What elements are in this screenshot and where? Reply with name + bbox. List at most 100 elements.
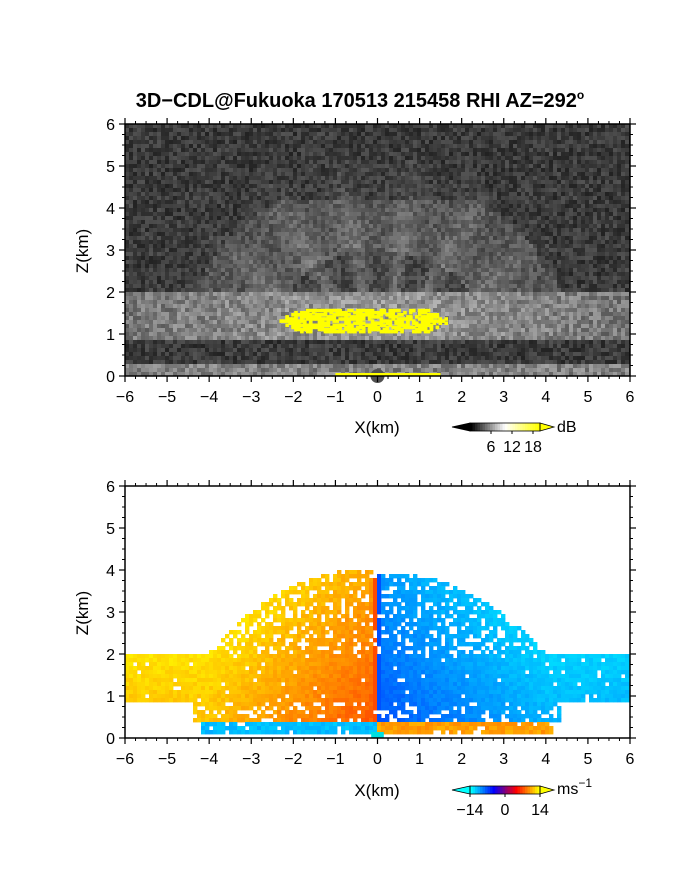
reflectivity-cell xyxy=(349,264,354,269)
reflectivity-cell xyxy=(133,172,138,177)
reflectivity-cell xyxy=(465,212,474,217)
reflectivity-cell xyxy=(489,256,494,261)
reflectivity-cell xyxy=(241,264,246,269)
reflectivity-cell xyxy=(357,216,362,221)
reflectivity-cell xyxy=(221,180,226,185)
reflectivity-cell xyxy=(565,260,570,265)
reflectivity-cell xyxy=(549,248,554,253)
reflectivity-cell xyxy=(217,168,222,173)
reflectivity-cell xyxy=(421,268,426,273)
reflectivity-cell xyxy=(609,196,614,201)
reflectivity-cell xyxy=(241,216,246,221)
reflectivity-cell xyxy=(249,232,254,237)
reflectivity-cell xyxy=(249,176,254,181)
reflectivity-cell xyxy=(185,128,190,133)
reflectivity-cell xyxy=(541,268,546,273)
reflectivity-cell xyxy=(569,240,574,245)
reflectivity-cell xyxy=(273,128,278,133)
reflectivity-cell xyxy=(265,192,270,197)
reflectivity-cell xyxy=(321,236,326,241)
reflectivity-cell xyxy=(149,236,154,241)
reflectivity-cell xyxy=(217,152,222,157)
reflectivity-cell xyxy=(305,240,310,245)
reflectivity-cell xyxy=(309,224,314,229)
reflectivity-cell xyxy=(501,264,506,269)
reflectivity-cell xyxy=(353,240,358,245)
reflectivity-cell xyxy=(285,196,290,201)
reflectivity-cell xyxy=(205,212,210,217)
reflectivity-cell xyxy=(333,212,338,217)
reflectivity-cell xyxy=(261,200,266,205)
reflectivity-cell xyxy=(229,156,234,161)
reflectivity-cell xyxy=(461,260,466,265)
reflectivity-cell xyxy=(389,168,394,173)
reflectivity-cell xyxy=(357,176,362,181)
reflectivity-cell xyxy=(553,124,558,129)
reflectivity-cell xyxy=(625,276,630,281)
reflectivity-cell xyxy=(541,172,546,177)
reflectivity-cell xyxy=(389,156,394,161)
reflectivity-cell xyxy=(277,228,282,233)
reflectivity-cell xyxy=(165,272,170,277)
reflectivity-cell xyxy=(173,204,178,209)
reflectivity-cell xyxy=(617,216,622,221)
reflectivity-cell xyxy=(325,220,330,225)
reflectivity-cell xyxy=(297,236,302,241)
reflectivity-cell xyxy=(341,196,346,201)
reflectivity-cell xyxy=(273,256,278,261)
reflectivity-cell xyxy=(605,248,610,253)
reflectivity-cell xyxy=(617,136,622,141)
reflectivity-cell xyxy=(597,272,602,277)
reflectivity-cell xyxy=(145,248,150,253)
reflectivity-cell xyxy=(617,156,622,161)
reflectivity-cell xyxy=(145,196,150,201)
reflectivity-cell xyxy=(413,208,418,213)
reflectivity-cell xyxy=(165,200,174,205)
reflectivity-cell xyxy=(377,132,382,137)
reflectivity-cell xyxy=(353,252,358,257)
reflectivity-cell xyxy=(553,232,558,237)
reflectivity-cell xyxy=(521,248,526,253)
reflectivity-cell xyxy=(405,196,410,201)
reflectivity-cell xyxy=(457,256,462,261)
reflectivity-cell xyxy=(429,260,434,265)
reflectivity-cell xyxy=(401,252,406,257)
reflectivity-cell xyxy=(181,240,186,245)
reflectivity-cell xyxy=(561,228,566,233)
reflectivity-cell xyxy=(197,172,202,177)
reflectivity-cell xyxy=(617,276,622,281)
reflectivity-cell xyxy=(377,172,382,177)
reflectivity-cell xyxy=(453,196,458,201)
reflectivity-cell xyxy=(309,260,314,265)
reflectivity-cell xyxy=(397,164,402,169)
reflectivity-cell xyxy=(145,272,150,277)
reflectivity-cell xyxy=(293,136,298,141)
reflectivity-cell xyxy=(305,192,310,197)
reflectivity-cell xyxy=(441,244,446,249)
reflectivity-cell xyxy=(449,272,454,277)
reflectivity-cell xyxy=(361,132,366,137)
reflectivity-cell xyxy=(457,212,462,217)
reflectivity-cell xyxy=(421,192,426,197)
reflectivity-cell xyxy=(293,124,298,129)
reflectivity-cell xyxy=(281,204,286,209)
reflectivity-cell xyxy=(365,252,370,257)
reflectivity-cell xyxy=(445,176,450,181)
reflectivity-cell xyxy=(537,148,542,153)
reflectivity-cell xyxy=(133,160,138,165)
reflectivity-cell xyxy=(173,268,178,273)
reflectivity-cell xyxy=(305,236,310,241)
reflectivity-cell xyxy=(529,148,534,153)
reflectivity-cell xyxy=(593,208,598,213)
reflectivity-cell xyxy=(625,240,630,245)
reflectivity-cell xyxy=(597,252,602,257)
reflectivity-cell xyxy=(189,132,194,137)
reflectivity-cell xyxy=(593,156,598,161)
reflectivity-cell xyxy=(513,148,518,153)
reflectivity-cell xyxy=(305,152,310,157)
reflectivity-cell xyxy=(433,212,438,217)
reflectivity-cell xyxy=(217,240,222,245)
reflectivity-cell xyxy=(237,252,242,257)
reflectivity-cell xyxy=(493,124,498,129)
reflectivity-cell xyxy=(573,132,578,137)
